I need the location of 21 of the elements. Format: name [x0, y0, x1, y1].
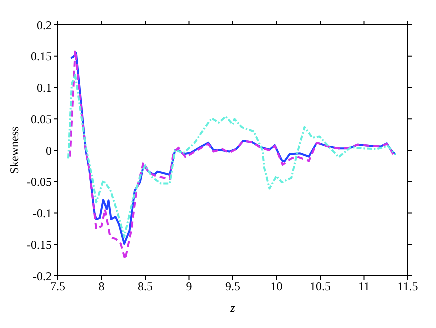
y-tick-label: 0 [46, 144, 52, 158]
x-tick-label: 9 [186, 280, 192, 294]
y-tick-label: -0.15 [27, 238, 52, 252]
line-series [68, 74, 397, 238]
x-tick-label: 10.5 [310, 280, 331, 294]
y-tick-label: 0.15 [31, 50, 52, 64]
y-tick-label: 0.05 [31, 112, 52, 126]
x-tick-label: 9.5 [226, 280, 240, 294]
x-tick-label: 11 [358, 280, 370, 294]
y-axis-title: Skewness [7, 126, 22, 174]
x-tick-label: 8 [98, 280, 105, 294]
x-axis-title: z [230, 301, 236, 315]
y-tick-label: -0.1 [33, 206, 52, 221]
y-tick-label: 0.1 [37, 81, 52, 96]
x-tick-label: 8.5 [138, 280, 153, 294]
x-tick-label: 11.5 [398, 280, 418, 294]
x-tick-label: 7.5 [50, 280, 66, 294]
y-tick-label: 0.2 [37, 18, 52, 32]
y-tick-label: -0.05 [27, 175, 52, 190]
x-tick-label: 10 [270, 280, 283, 294]
y-tick-label: -0.2 [33, 269, 52, 284]
